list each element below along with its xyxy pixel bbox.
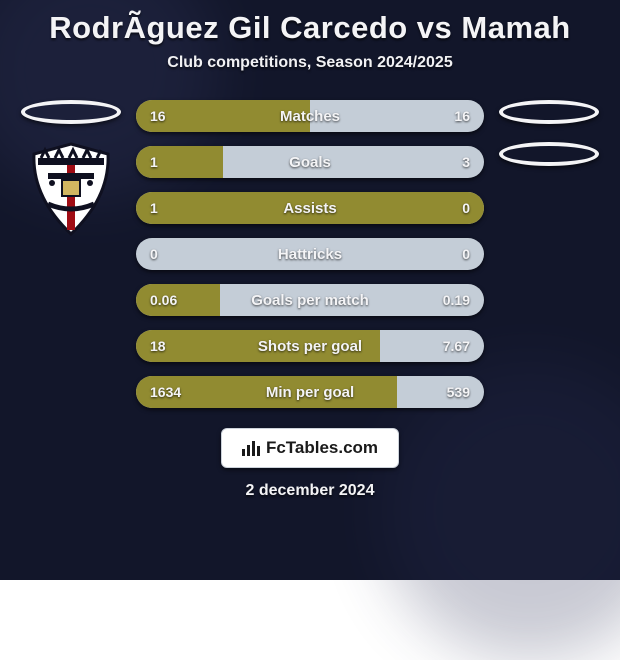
stat-row: 1616Matches [136,100,484,132]
player-left-ellipse [21,100,121,124]
stat-bars: 1616Matches 13Goals 10Assists 00Hattricks 0.… [136,100,484,408]
player-right-ellipse-1 [499,100,599,124]
stat-row: 0.060.19Goals per match [136,284,484,316]
comparison-date: 2 december 2024 [246,482,375,500]
left-column [16,100,126,408]
stat-row: 10Assists [136,192,484,224]
stat-row: 1634539Min per goal [136,376,484,408]
stat-row: 187.67Shots per goal [136,330,484,362]
comparison-body: 1616Matches 13Goals 10Assists 00Hattricks 0.… [0,100,620,408]
fctables-logo[interactable]: FcTables.com [221,428,399,468]
stat-row: 00Hattricks [136,238,484,270]
right-column [494,100,604,408]
chart-icon [242,441,260,456]
logo-text: FcTables.com [266,438,378,458]
stat-row: 13Goals [136,146,484,178]
comparison-subtitle: Club competitions, Season 2024/2025 [167,54,452,72]
comparison-title: RodrÃ­guez Gil Carcedo vs Mamah [49,10,570,46]
club-crest-left [28,142,114,236]
player-right-ellipse-2 [499,142,599,166]
